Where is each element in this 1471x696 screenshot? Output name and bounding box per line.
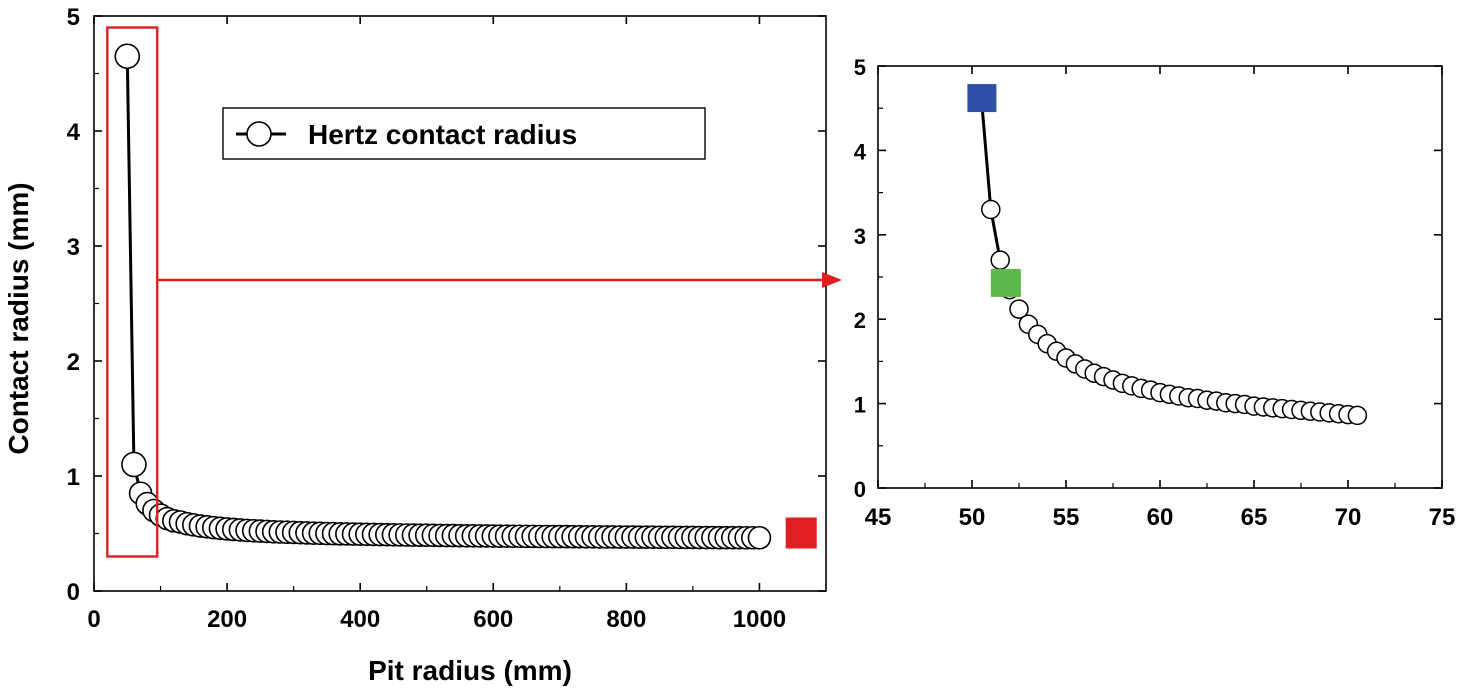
inset-x-tick-label: 55 [1053, 504, 1080, 531]
y-tick-label: 1 [67, 464, 80, 491]
inset-data-point [981, 199, 1001, 220]
x-tick-label: 600 [473, 606, 513, 633]
x-axis-title: Pit radius (mm) [368, 655, 572, 686]
y-tick-label: 5 [67, 4, 80, 31]
x-tick-label: 200 [207, 606, 247, 633]
x-tick-label: 0 [87, 606, 100, 633]
inset-data-point [1009, 299, 1029, 319]
y-axis-title: Contact radius (mm) [3, 182, 34, 454]
data-point [747, 525, 772, 550]
inset-y-tick-label: 4 [854, 139, 867, 164]
blue-square-marker [967, 84, 997, 113]
inset-x-tick-label: 70 [1335, 504, 1362, 531]
x-tick-label: 400 [340, 606, 380, 633]
legend: Hertz contact radius [222, 107, 706, 160]
data-point [114, 43, 141, 70]
inset-y-tick-label: 5 [854, 55, 866, 80]
y-tick-label: 4 [67, 119, 81, 146]
inset-x-tick-label: 75 [1429, 504, 1456, 531]
zoom-arrow-head [822, 272, 842, 288]
x-tick-label: 800 [606, 606, 646, 633]
inset-y-tick-label: 3 [854, 224, 866, 249]
inset-series-line [979, 97, 1002, 261]
y-tick-label: 3 [67, 234, 80, 261]
inset-y-tick-label: 2 [854, 308, 866, 333]
legend-label: Hertz contact radius [308, 119, 577, 150]
inset-data-point [1347, 405, 1368, 426]
inset-x-tick-label: 60 [1147, 504, 1174, 531]
green-square-marker [990, 268, 1021, 297]
data-point [121, 451, 147, 478]
main-plot: 0 200 400 600 800 1000 0 1 2 3 4 5 Pit radius (mm) Co… [3, 4, 827, 686]
plot-frame [93, 15, 827, 592]
inset-x-tick-label: 50 [959, 504, 986, 531]
inset-data-point [990, 250, 1010, 270]
legend-box [222, 107, 706, 160]
inset-y-tick-label: 1 [854, 393, 866, 418]
red-square-marker [785, 517, 817, 549]
y-tick-label: 0 [67, 579, 80, 606]
annotation-overlay [157, 272, 842, 288]
legend-marker [246, 121, 272, 147]
x-tick-label: 1000 [733, 606, 786, 633]
highlight-box [106, 26, 159, 558]
inset-x-tick-label: 65 [1241, 504, 1268, 531]
y-tick-label: 2 [67, 349, 80, 376]
inset-x-tick-label: 45 [865, 504, 892, 531]
inset-y-tick-label: 0 [854, 477, 866, 502]
